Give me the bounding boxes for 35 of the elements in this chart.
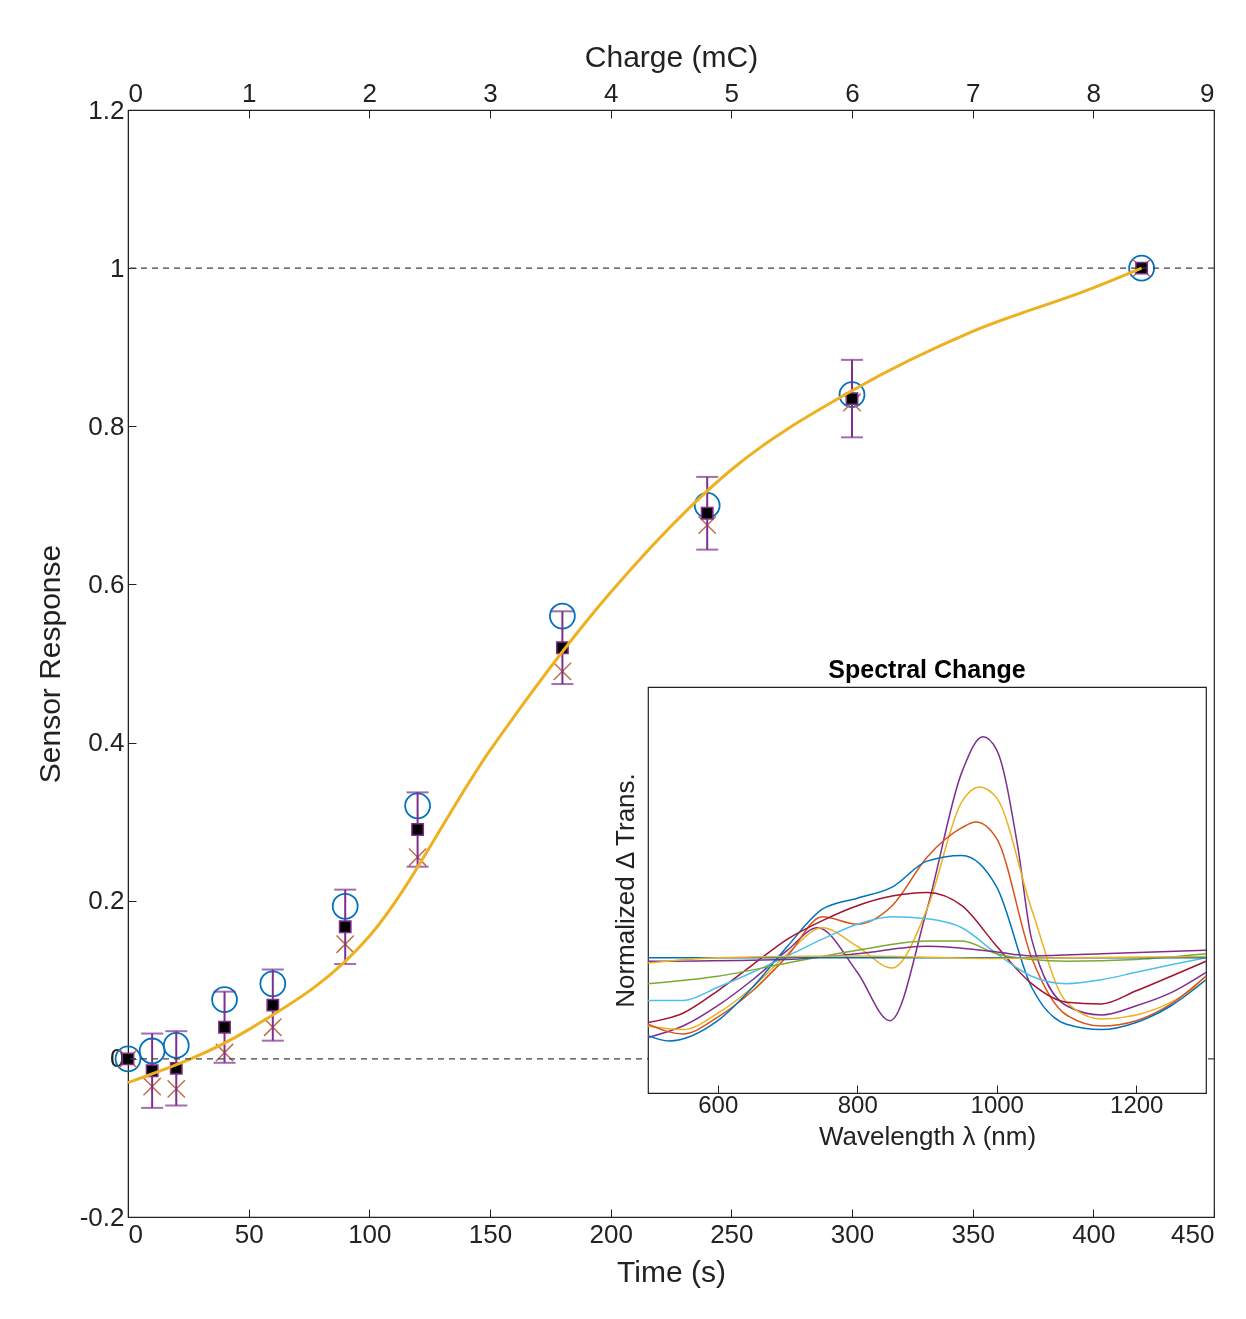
x2-tick-label: 3 (483, 77, 498, 108)
x2-tick-label: 7 (965, 77, 981, 108)
x-tick-label: 450 (1171, 1218, 1215, 1249)
x2-tick-label: 5 (724, 77, 740, 108)
x-tick-label: 350 (951, 1218, 995, 1249)
x2-tick-label: 8 (1086, 77, 1102, 108)
y-tick-label: 0.8 (88, 410, 125, 441)
x-tick-label: 150 (468, 1218, 513, 1249)
y-axis-title: Normalized Δ Trans. (609, 773, 640, 1008)
x-axis-title: Time (s) (617, 1254, 726, 1288)
x-tick-label: 250 (710, 1218, 754, 1249)
x-tick-label: 300 (830, 1218, 875, 1249)
x-tick-label: 1200 (1110, 1090, 1164, 1118)
x-tick-label: 800 (837, 1090, 878, 1118)
x-tick-label: 400 (1072, 1218, 1116, 1249)
y-tick-label: 1 (110, 252, 125, 283)
y-tick-label: 0.4 (88, 727, 125, 758)
x-axis-title: Wavelength λ (nm) (818, 1120, 1037, 1151)
x-tick-label: 1000 (970, 1090, 1024, 1118)
y-tick-label: 1.2 (88, 94, 125, 125)
x2-tick-label: 2 (362, 77, 378, 108)
x2-tick-label: 9 (1200, 77, 1215, 108)
y-tick-label: 0.2 (88, 885, 125, 916)
x2-tick-label: 6 (845, 77, 860, 108)
x2-axis-title: Charge (mC) (584, 39, 759, 73)
x-tick-label: 600 (698, 1090, 739, 1118)
x-tick-label: 50 (234, 1218, 264, 1249)
x2-tick-label: 4 (603, 77, 619, 108)
y-tick-label: -0.2 (79, 1201, 125, 1232)
x-tick-label: 200 (589, 1218, 633, 1249)
x2-tick-label: 1 (241, 77, 257, 108)
y-tick-label: 0.6 (88, 568, 125, 599)
y-axis-title: Sensor Response (32, 544, 66, 784)
chart-title: Spectral Change (828, 655, 1026, 683)
x-tick-label: 100 (348, 1218, 392, 1249)
